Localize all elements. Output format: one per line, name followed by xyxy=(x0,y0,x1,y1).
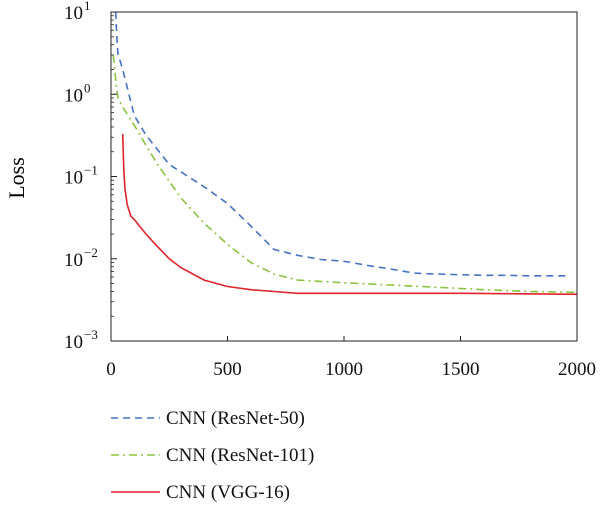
y-tick-label: 10 xyxy=(64,85,83,106)
legend-label: CNN (VGG-16) xyxy=(166,482,290,503)
legend-label: CNN (ResNet-101) xyxy=(166,445,314,466)
plot-frame xyxy=(110,11,578,342)
series-line-3 xyxy=(121,133,577,296)
y-tick-label: 10 xyxy=(64,3,83,24)
series-layer xyxy=(112,12,577,296)
x-tick-label: 2000 xyxy=(558,359,596,380)
series-line-1 xyxy=(114,12,568,277)
y-tick-exponent: 0 xyxy=(84,80,91,95)
y-tick-exponent: −3 xyxy=(84,327,98,342)
y-tick-label: 10 xyxy=(64,332,83,353)
x-tick-label: 500 xyxy=(213,359,242,380)
x-tick-label: 1000 xyxy=(325,359,363,380)
y-tick-exponent: −2 xyxy=(84,245,98,260)
y-tick-exponent: 1 xyxy=(84,0,91,13)
legend: CNN (ResNet-50) CNN (ResNet-101) CNN (VGG-… xyxy=(111,408,314,503)
x-tick-label: 1500 xyxy=(442,359,480,380)
x-tick-label: 0 xyxy=(106,359,116,380)
y-tick-exponent: −1 xyxy=(84,163,98,178)
y-tick-label: 10 xyxy=(64,250,83,271)
y-tick-label: 10 xyxy=(64,168,83,189)
y-axis-label: Loss xyxy=(4,157,29,199)
legend-label: CNN (ResNet-50) xyxy=(166,408,305,429)
x-axis: 0 500 1000 1500 2000 xyxy=(106,336,596,380)
